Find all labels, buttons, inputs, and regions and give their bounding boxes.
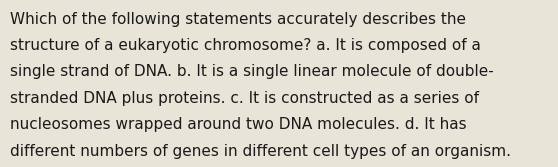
Text: stranded DNA plus proteins. c. It is constructed as a series of: stranded DNA plus proteins. c. It is con…	[10, 91, 479, 106]
Text: Which of the following statements accurately describes the: Which of the following statements accura…	[10, 12, 466, 27]
Text: nucleosomes wrapped around two DNA molecules. d. It has: nucleosomes wrapped around two DNA molec…	[10, 117, 466, 132]
Text: single strand of DNA. b. It is a single linear molecule of double-: single strand of DNA. b. It is a single …	[10, 64, 494, 79]
Text: structure of a eukaryotic chromosome? a. It is composed of a: structure of a eukaryotic chromosome? a.…	[10, 38, 481, 53]
Text: different numbers of genes in different cell types of an organism.: different numbers of genes in different …	[10, 144, 511, 159]
